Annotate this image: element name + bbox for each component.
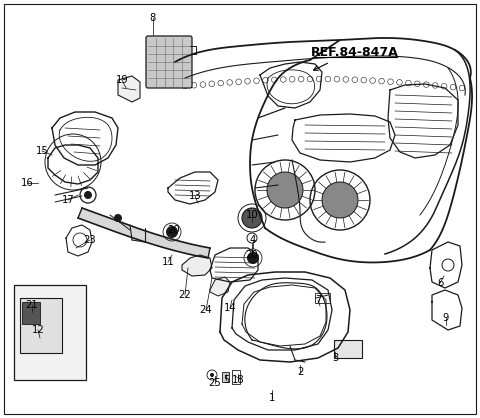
Text: 16: 16 [21, 178, 34, 188]
Circle shape [210, 373, 214, 377]
Text: 6: 6 [437, 278, 443, 288]
Text: 2: 2 [297, 367, 303, 377]
Polygon shape [210, 277, 230, 296]
Text: 22: 22 [179, 290, 192, 300]
Text: 20: 20 [246, 250, 258, 260]
Polygon shape [118, 76, 140, 102]
Text: 9: 9 [443, 313, 449, 323]
Text: 5: 5 [223, 375, 229, 385]
Text: 12: 12 [32, 325, 44, 335]
Text: 1: 1 [269, 393, 275, 403]
Circle shape [84, 191, 92, 199]
Text: 7: 7 [315, 295, 321, 305]
Text: 19: 19 [116, 75, 128, 85]
Bar [20, 298, 62, 353]
Text: REF.84-847A: REF.84-847A [311, 46, 399, 59]
Circle shape [242, 208, 262, 228]
Text: 17: 17 [61, 195, 74, 205]
Bar [22, 302, 40, 324]
Text: 18: 18 [232, 375, 244, 385]
Bar [334, 340, 362, 358]
Bar [315, 293, 330, 303]
Text: 20: 20 [168, 225, 180, 235]
Text: 15: 15 [36, 146, 48, 156]
Text: 8: 8 [150, 13, 156, 23]
Bar [14, 285, 86, 380]
Bar [222, 372, 229, 382]
Text: 13: 13 [189, 191, 201, 201]
Circle shape [322, 182, 358, 218]
Text: 10: 10 [246, 210, 258, 220]
Polygon shape [182, 255, 212, 276]
Text: 23: 23 [84, 235, 96, 245]
Circle shape [267, 172, 303, 208]
Text: 25: 25 [209, 378, 221, 388]
Text: 3: 3 [332, 353, 338, 363]
FancyBboxPatch shape [146, 36, 192, 88]
Circle shape [247, 252, 259, 264]
Bar [232, 370, 240, 384]
Text: 4: 4 [250, 235, 256, 245]
Circle shape [114, 214, 122, 222]
Text: 21: 21 [25, 300, 38, 310]
Text: 24: 24 [200, 305, 212, 315]
Text: 14: 14 [224, 303, 236, 313]
Polygon shape [78, 208, 210, 258]
Circle shape [166, 226, 178, 238]
Text: 11: 11 [162, 257, 174, 267]
